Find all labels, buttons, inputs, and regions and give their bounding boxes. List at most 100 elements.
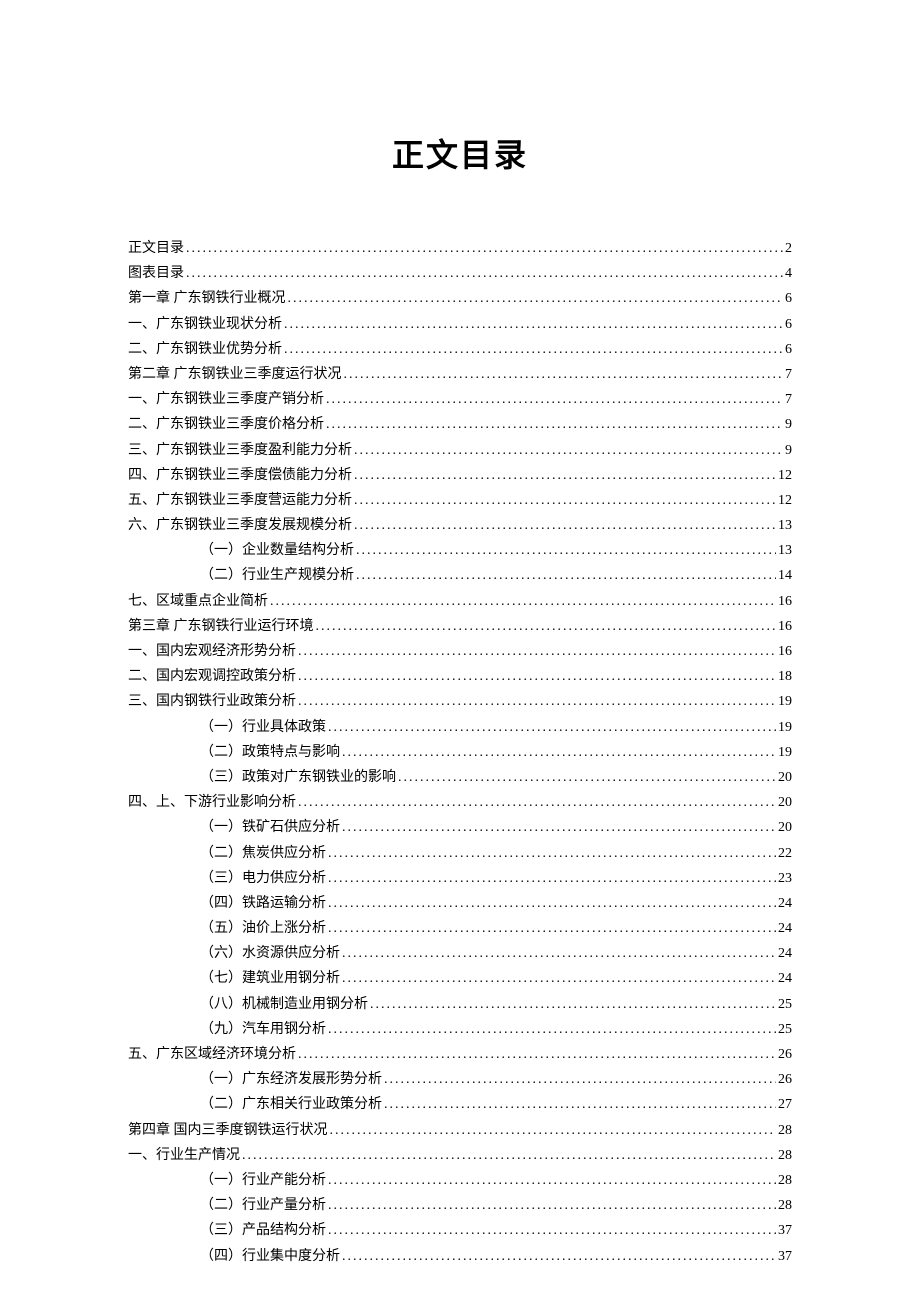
toc-entry: 七、区域重点企业简析16 (128, 589, 792, 614)
toc-entry-label: 图表目录 (128, 261, 184, 286)
toc-entry-dots (384, 1092, 776, 1117)
toc-entry-label: （一）行业产能分析 (200, 1168, 326, 1193)
toc-entry: 一、国内宏观经济形势分析16 (128, 639, 792, 664)
toc-entry-page: 12 (778, 488, 792, 513)
toc-entry-label: 一、广东钢铁业三季度产销分析 (128, 387, 324, 412)
toc-entry: （一）行业具体政策19 (200, 715, 792, 740)
toc-entry-label: 四、广东钢铁业三季度偿债能力分析 (128, 463, 352, 488)
toc-entry: （四）行业集中度分析 37 (200, 1244, 792, 1269)
toc-entry: （四）铁路运输分析 24 (200, 891, 792, 916)
toc-entry-dots (186, 261, 783, 286)
toc-entry: 一、广东钢铁业三季度产销分析 7 (128, 387, 792, 412)
toc-entry: （二）行业产量分析28 (200, 1193, 792, 1218)
toc-entry-label: （五）油价上涨分析 (200, 916, 326, 941)
toc-entry-page: 7 (785, 387, 792, 412)
toc-entry-page: 37 (778, 1244, 792, 1269)
toc-entry-label: （三）产品结构分析 (200, 1218, 326, 1243)
toc-entry: （七）建筑业用钢分析 24 (200, 966, 792, 991)
toc-entry-dots (298, 790, 776, 815)
toc-entry: 正文目录2 (128, 236, 792, 261)
toc-entry-dots (354, 438, 783, 463)
toc-entry-dots (288, 286, 784, 311)
toc-entry-page: 26 (778, 1042, 792, 1067)
toc-entry-page: 22 (778, 841, 792, 866)
toc-entry-dots (328, 1017, 776, 1042)
toc-entry-page: 4 (785, 261, 792, 286)
toc-entry-page: 37 (778, 1218, 792, 1243)
toc-entry-dots (398, 765, 776, 790)
toc-entry: 一、行业生产情况28 (128, 1143, 792, 1168)
toc-entry-page: 28 (778, 1168, 792, 1193)
toc-entry: （三）产品结构分析 37 (200, 1218, 792, 1243)
toc-entry-page: 27 (778, 1092, 792, 1117)
toc-entry-dots (344, 362, 784, 387)
toc-entry-page: 16 (778, 614, 792, 639)
toc-entry-page: 25 (778, 992, 792, 1017)
toc-entry-page: 23 (778, 866, 792, 891)
toc-entry-dots (242, 1143, 776, 1168)
toc-container: 正文目录2图表目录4第一章 广东钢铁行业概况6一、广东钢铁业现状分析6二、广东钢… (128, 236, 792, 1269)
toc-entry-label: （四）铁路运输分析 (200, 891, 326, 916)
toc-entry-dots (298, 664, 776, 689)
toc-entry-dots (328, 1168, 776, 1193)
toc-entry-dots (384, 1067, 776, 1092)
toc-entry-dots (342, 815, 776, 840)
toc-entry-label: （二）行业生产规模分析 (200, 563, 354, 588)
toc-entry-dots (342, 941, 776, 966)
toc-entry-label: 第三章 广东钢铁行业运行环境 (128, 614, 314, 639)
toc-entry-dots (284, 337, 783, 362)
toc-entry-label: （六）水资源供应分析 (200, 941, 340, 966)
toc-entry-label: 三、广东钢铁业三季度盈利能力分析 (128, 438, 352, 463)
toc-entry-dots (328, 1218, 776, 1243)
toc-entry: 二、广东钢铁业优势分析 6 (128, 337, 792, 362)
toc-entry-label: （七）建筑业用钢分析 (200, 966, 340, 991)
toc-entry-page: 2 (785, 236, 792, 261)
toc-entry: 三、广东钢铁业三季度盈利能力分析 9 (128, 438, 792, 463)
page-title: 正文目录 (128, 130, 792, 176)
toc-entry-label: （二）行业产量分析 (200, 1193, 326, 1218)
toc-entry: 三、国内钢铁行业政策分析19 (128, 689, 792, 714)
toc-entry: 二、国内宏观调控政策分析18 (128, 664, 792, 689)
toc-entry-page: 25 (778, 1017, 792, 1042)
toc-entry-label: （九）汽车用钢分析 (200, 1017, 326, 1042)
toc-entry-page: 6 (785, 286, 792, 311)
toc-entry: （八）机械制造业用钢分析 25 (200, 992, 792, 1017)
toc-entry-dots (328, 1193, 776, 1218)
toc-entry-page: 20 (778, 790, 792, 815)
toc-entry-dots (298, 1042, 776, 1067)
toc-entry-label: 三、国内钢铁行业政策分析 (128, 689, 296, 714)
toc-entry-label: （一）广东经济发展形势分析 (200, 1067, 382, 1092)
toc-entry-dots (316, 614, 777, 639)
toc-entry-label: （四）行业集中度分析 (200, 1244, 340, 1269)
toc-entry-label: （一）行业具体政策 (200, 715, 326, 740)
toc-entry-page: 24 (778, 891, 792, 916)
toc-entry-dots (328, 866, 776, 891)
toc-entry-dots (330, 1118, 777, 1143)
toc-entry-page: 6 (785, 337, 792, 362)
toc-entry-label: （八）机械制造业用钢分析 (200, 992, 368, 1017)
toc-entry: 第四章 国内三季度钢铁运行状况28 (128, 1118, 792, 1143)
toc-entry-label: （二）政策特点与影响 (200, 740, 340, 765)
toc-entry: 图表目录 4 (128, 261, 792, 286)
toc-entry-page: 9 (785, 438, 792, 463)
toc-entry: （二）广东相关行业政策分析27 (200, 1092, 792, 1117)
toc-entry: 六、广东钢铁业三季度发展规模分析13 (128, 513, 792, 538)
toc-entry: （一）铁矿石供应分析20 (200, 815, 792, 840)
toc-entry: 第三章 广东钢铁行业运行环境 16 (128, 614, 792, 639)
toc-entry-page: 28 (778, 1118, 792, 1143)
toc-entry-label: 一、广东钢铁业现状分析 (128, 312, 282, 337)
toc-entry-label: 二、广东钢铁业优势分析 (128, 337, 282, 362)
toc-entry-page: 13 (778, 513, 792, 538)
toc-entry: 五、广东区域经济环境分析26 (128, 1042, 792, 1067)
toc-entry-dots (326, 387, 783, 412)
toc-entry-page: 19 (778, 740, 792, 765)
toc-entry: （一）企业数量结构分析13 (200, 538, 792, 563)
toc-entry-page: 6 (785, 312, 792, 337)
toc-entry-dots (354, 463, 776, 488)
toc-entry-dots (370, 992, 776, 1017)
toc-entry: 四、上、下游行业影响分析20 (128, 790, 792, 815)
toc-entry-dots (298, 639, 776, 664)
toc-entry-page: 24 (778, 966, 792, 991)
toc-entry: 第二章 广东钢铁业三季度运行状况7 (128, 362, 792, 387)
toc-entry-page: 24 (778, 941, 792, 966)
